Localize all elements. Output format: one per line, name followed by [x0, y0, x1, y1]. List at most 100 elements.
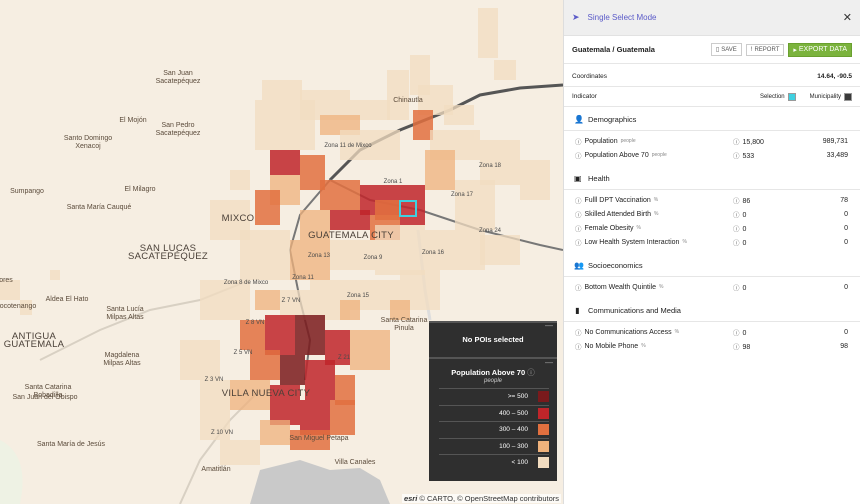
selection-value: ⓘ 533: [733, 153, 755, 160]
heatmap-cell[interactable]: [0, 280, 20, 300]
info-icon[interactable]: ⓘ: [527, 368, 535, 377]
info-icon[interactable]: ⓘ: [575, 240, 582, 247]
info-icon[interactable]: ⓘ: [733, 198, 740, 205]
info-icon[interactable]: ⓘ: [575, 344, 582, 351]
heatmap-cell[interactable]: [230, 170, 250, 190]
heatmap-cell[interactable]: [262, 80, 302, 100]
save-button[interactable]: ▯ SAVE: [710, 43, 742, 56]
heatmap-cell[interactable]: [413, 110, 433, 140]
indicator-row[interactable]: ⓘ Population people ⓘ 15,800 989,731: [564, 134, 860, 148]
heatmap-cell[interactable]: [270, 150, 300, 175]
indicator-row[interactable]: ⓘ No Mobile Phone% ⓘ 98 98: [564, 339, 860, 353]
heatmap-cell[interactable]: [350, 330, 390, 370]
heatmap-grid[interactable]: [0, 0, 563, 504]
coordinates-value: 14.64, -90.5: [817, 73, 852, 80]
close-icon[interactable]: ✕: [842, 12, 852, 24]
info-icon[interactable]: ⓘ: [575, 285, 582, 292]
indicator-row[interactable]: ⓘ No Communications Access% ⓘ 0 0: [564, 325, 860, 339]
indicator-label: No Mobile Phone: [584, 342, 639, 350]
heatmap-cell[interactable]: [400, 185, 425, 225]
info-icon[interactable]: ⓘ: [733, 240, 740, 247]
report-button[interactable]: ! REPORT: [745, 43, 785, 56]
no-pois-label: No POIs selected: [462, 335, 524, 344]
info-icon[interactable]: ⓘ: [733, 139, 740, 146]
heatmap-cell[interactable]: [255, 190, 280, 225]
heatmap-cell[interactable]: [305, 360, 335, 400]
heatmap-cell[interactable]: [520, 160, 550, 200]
heatmap-cell[interactable]: [240, 320, 265, 350]
heatmap-cell[interactable]: [335, 375, 355, 405]
map-place-label: Zona 16: [421, 250, 445, 256]
heatmap-cell[interactable]: [290, 430, 330, 450]
heatmap-cell[interactable]: [270, 385, 300, 425]
heatmap-cell[interactable]: [220, 440, 260, 465]
heatmap-cell[interactable]: [340, 300, 360, 320]
heatmap-cell[interactable]: [20, 300, 32, 315]
info-icon[interactable]: ⓘ: [733, 330, 740, 337]
heatmap-cell[interactable]: [320, 180, 360, 210]
info-icon[interactable]: ⓘ: [733, 212, 740, 219]
map-place-label: Chinautla: [393, 97, 423, 104]
heatmap-cell[interactable]: [295, 315, 325, 355]
heatmap-cell[interactable]: [240, 230, 290, 280]
heatmap-cell[interactable]: [280, 355, 305, 385]
legend-unit: people: [483, 378, 503, 384]
heatmap-cell[interactable]: [200, 280, 250, 320]
indicator-row[interactable]: ⓘ Female Obesity% ⓘ 0 0: [564, 221, 860, 235]
map-place-label: San Miguel Petapa: [289, 435, 349, 442]
heatmap-cell[interactable]: [290, 240, 330, 280]
heatmap-cell[interactable]: [480, 235, 520, 265]
export-data-button[interactable]: ▸ EXPORT DATA: [788, 42, 852, 57]
info-icon[interactable]: ⓘ: [733, 344, 740, 351]
heatmap-cell[interactable]: [340, 130, 400, 160]
heatmap-cell[interactable]: [230, 380, 270, 410]
legend-row-label: 100 – 300: [499, 442, 528, 450]
heatmap-cell[interactable]: [455, 180, 495, 230]
heatmap-cell[interactable]: [260, 420, 290, 445]
selection-value: ⓘ 0: [733, 240, 747, 247]
heatmap-cell[interactable]: [425, 150, 455, 190]
heatmap-cell[interactable]: [390, 300, 410, 320]
indicator-row[interactable]: ⓘ Skilled Attended Birth% ⓘ 0 0: [564, 207, 860, 221]
heatmap-cell[interactable]: [330, 240, 375, 270]
heatmap-cell[interactable]: [480, 140, 520, 185]
indicator-row[interactable]: ⓘ Bottom Wealth Quintile% ⓘ 0 0: [564, 280, 860, 294]
heatmap-cell[interactable]: [330, 210, 370, 230]
heatmap-cell[interactable]: [180, 340, 220, 380]
info-icon[interactable]: ⓘ: [733, 153, 740, 160]
info-icon[interactable]: ⓘ: [575, 139, 582, 146]
indicator-row[interactable]: ⓘ Low Health System Interaction% ⓘ 0 0: [564, 235, 860, 249]
info-icon[interactable]: ⓘ: [575, 153, 582, 160]
info-icon[interactable]: ⓘ: [575, 198, 582, 205]
heatmap-cell[interactable]: [325, 330, 350, 365]
info-icon[interactable]: ⓘ: [733, 285, 740, 292]
heatmap-cell[interactable]: [387, 70, 409, 120]
heatmap-cell[interactable]: [425, 230, 485, 270]
heatmap-cell[interactable]: [300, 210, 330, 240]
info-icon[interactable]: ⓘ: [575, 212, 582, 219]
selection-label: Selection: [759, 93, 785, 100]
people-icon: 👥: [574, 261, 584, 270]
heatmap-cell[interactable]: [50, 270, 60, 280]
heatmap-cell[interactable]: [375, 225, 425, 275]
info-icon[interactable]: ⓘ: [575, 226, 582, 233]
heatmap-cell[interactable]: [300, 400, 330, 435]
heatmap-cell[interactable]: [330, 400, 355, 435]
heatmap-cell[interactable]: [255, 100, 315, 150]
info-icon[interactable]: ⓘ: [575, 330, 582, 337]
heatmap-cell[interactable]: [200, 380, 230, 440]
info-icon[interactable]: ⓘ: [733, 226, 740, 233]
location-title: Guatemala / Guatemala: [572, 45, 655, 54]
section-header: ▣ Health: [564, 168, 860, 190]
heatmap-cell[interactable]: [494, 60, 516, 80]
indicator-row[interactable]: ⓘ Fulll DPT Vaccination% ⓘ 86 78: [564, 193, 860, 207]
heatmap-cell[interactable]: [478, 8, 498, 58]
map-canvas[interactable]: San Juan Sacatepéquez El Mojón San Pedro Sac…: [0, 0, 563, 504]
heatmap-cell[interactable]: [265, 315, 295, 355]
heatmap-cell[interactable]: [444, 105, 474, 125]
heatmap-cell[interactable]: [255, 290, 280, 310]
heatmap-cell[interactable]: [250, 350, 280, 380]
map-attribution[interactable]: esri © CARTO, © OpenStreetMap contributo…: [401, 494, 561, 503]
indicator-unit: %: [641, 343, 646, 349]
indicator-row[interactable]: ⓘ Population Above 70 people ⓘ 533 33,489: [564, 148, 860, 162]
